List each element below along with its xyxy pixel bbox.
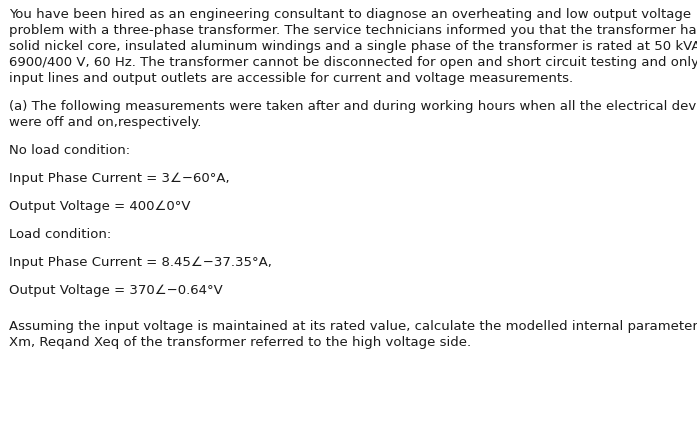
Text: Input Phase Current = 3∠−60°A,: Input Phase Current = 3∠−60°A, <box>9 172 230 185</box>
Text: 6900/400 V, 60 Hz. The transformer cannot be disconnected for open and short cir: 6900/400 V, 60 Hz. The transformer canno… <box>9 56 697 69</box>
Text: input lines and output outlets are accessible for current and voltage measuremen: input lines and output outlets are acces… <box>9 72 573 85</box>
Text: Load condition:: Load condition: <box>9 228 112 241</box>
Text: problem with a three-phase transformer. The service technicians informed you tha: problem with a three-phase transformer. … <box>9 24 697 37</box>
Text: solid nickel core, insulated aluminum windings and a single phase of the transfo: solid nickel core, insulated aluminum wi… <box>9 40 697 53</box>
Text: Assuming the input voltage is maintained at its rated value, calculate the model: Assuming the input voltage is maintained… <box>9 320 697 333</box>
Text: No load condition:: No load condition: <box>9 144 130 157</box>
Text: (a) The following measurements were taken after and during working hours when al: (a) The following measurements were take… <box>9 100 697 113</box>
Text: You have been hired as an engineering consultant to diagnose an overheating and : You have been hired as an engineering co… <box>9 8 691 21</box>
Text: Output Voltage = 400∠0°V: Output Voltage = 400∠0°V <box>9 200 190 213</box>
Text: Output Voltage = 370∠−0.64°V: Output Voltage = 370∠−0.64°V <box>9 284 223 297</box>
Text: Input Phase Current = 8.45∠−37.35°A,: Input Phase Current = 8.45∠−37.35°A, <box>9 256 272 269</box>
Text: Xm, Reqand Xeq of the transformer referred to the high voltage side.: Xm, Reqand Xeq of the transformer referr… <box>9 336 471 349</box>
Text: were off and on,respectively.: were off and on,respectively. <box>9 116 201 129</box>
